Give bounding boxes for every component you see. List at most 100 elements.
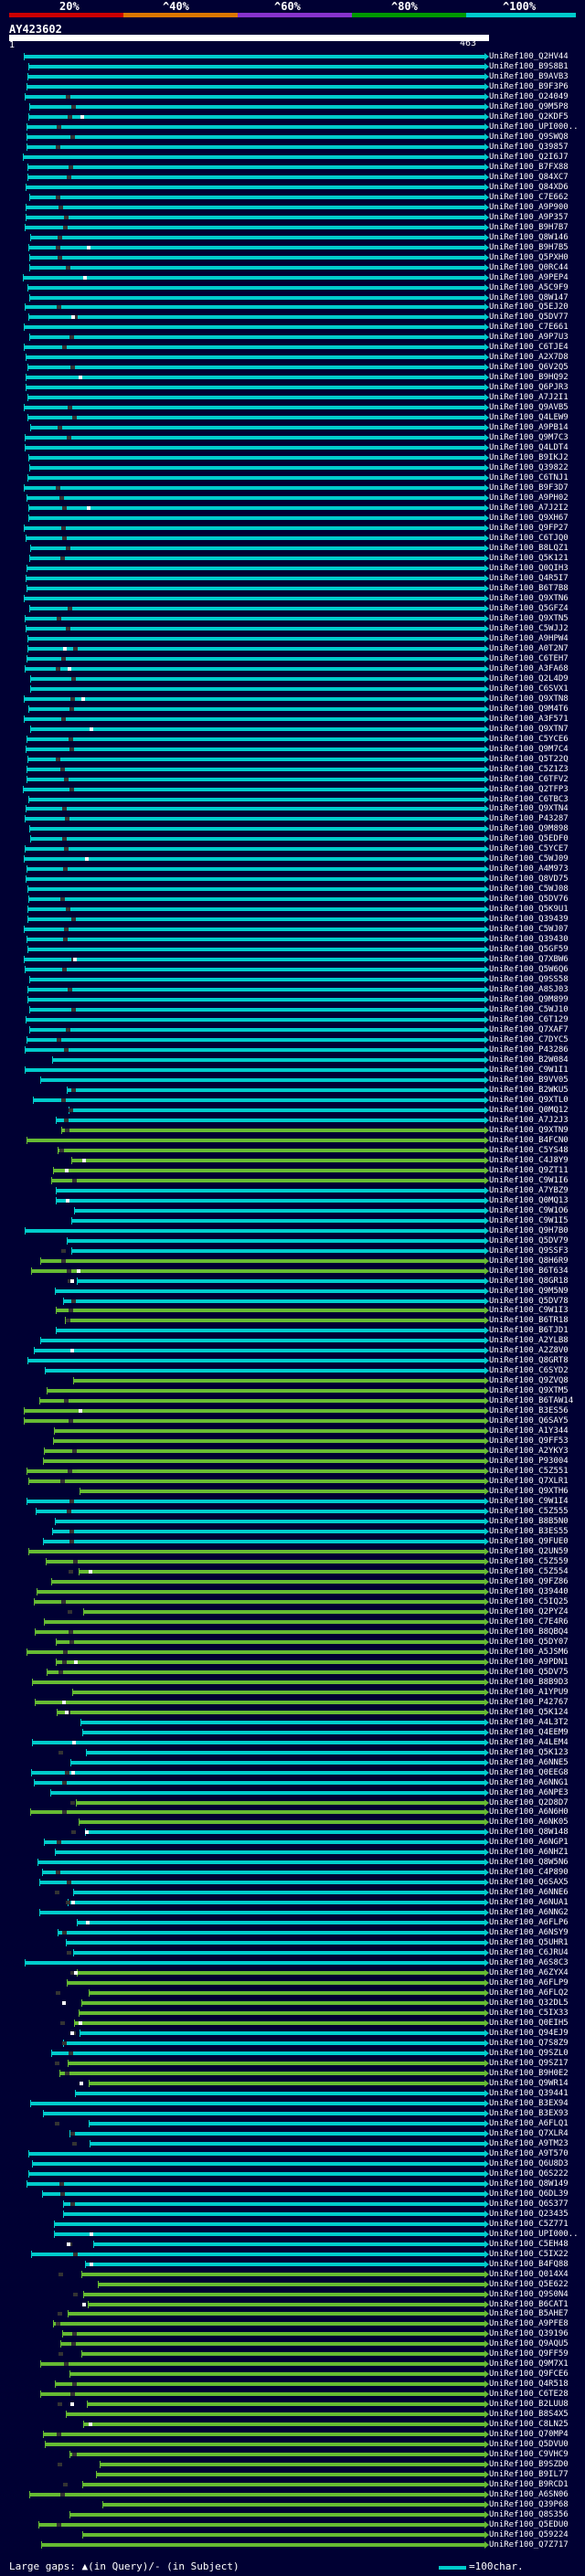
hit-label[interactable]: UniRef100_A6FLQ2 <box>489 1988 569 1998</box>
hit-label[interactable]: UniRef100_Q39439 <box>489 915 569 925</box>
hit-label[interactable]: UniRef100_Q5DV76 <box>489 895 569 905</box>
hit-label[interactable]: UniRef100_B9F3D7 <box>489 483 569 493</box>
hit-label[interactable]: UniRef100_A7YBZ9 <box>489 1185 569 1195</box>
hit-label[interactable]: UniRef100_B9IKJ2 <box>489 453 569 463</box>
hit-label[interactable]: UniRef100_Q8H6R9 <box>489 1256 569 1266</box>
hit-label[interactable]: UniRef100_P42767 <box>489 1697 569 1707</box>
hit-label[interactable]: UniRef100_Q4LEW9 <box>489 413 569 423</box>
hit-label[interactable]: UniRef100_C5Z559 <box>489 1556 569 1566</box>
hit-label[interactable]: UniRef100_B4FCN0 <box>489 1135 569 1145</box>
hit-label[interactable]: UniRef100_C7E661 <box>489 323 569 333</box>
hit-label[interactable]: UniRef100_B4FQ88 <box>489 2259 569 2269</box>
hit-label[interactable]: UniRef100_A9T570 <box>489 2148 569 2158</box>
hit-label[interactable]: UniRef100_A6NNG2 <box>489 1908 569 1918</box>
hit-label[interactable]: UniRef100_Q2HV44 <box>489 52 569 61</box>
hit-label[interactable]: UniRef100_Q9M7C3 <box>489 433 569 443</box>
hit-label[interactable]: UniRef100_A6NGP1 <box>489 1838 569 1848</box>
hit-label[interactable]: UniRef100_Q9H7B0 <box>489 1225 569 1235</box>
hit-label[interactable]: UniRef100_Q39441 <box>489 2088 569 2098</box>
hit-label[interactable]: UniRef100_B9S8B1 <box>489 61 569 71</box>
hit-label[interactable]: UniRef100_B9SZD0 <box>489 2460 569 2470</box>
hit-label[interactable]: UniRef100_C6TE28 <box>489 2390 569 2400</box>
hit-label[interactable]: UniRef100_Q2UN59 <box>489 1547 569 1556</box>
hit-label[interactable]: UniRef100_A5C9F9 <box>489 282 569 292</box>
hit-label[interactable]: UniRef100_C6SVX1 <box>489 684 569 694</box>
hit-label[interactable]: UniRef100_Q8S356 <box>489 2510 569 2520</box>
hit-label[interactable]: UniRef100_C5YCE7 <box>489 844 569 854</box>
hit-label[interactable]: UniRef100_C5IX33 <box>489 2009 569 2019</box>
hit-label[interactable]: UniRef100_B6TR18 <box>489 1316 569 1326</box>
hit-label[interactable]: UniRef100_B9H7B7 <box>489 222 569 232</box>
hit-label[interactable]: UniRef100_Q9M4T6 <box>489 704 569 714</box>
hit-label[interactable]: UniRef100_Q8VD75 <box>489 875 569 885</box>
hit-label[interactable]: UniRef100_Q0MQ13 <box>489 1195 569 1205</box>
hit-label[interactable]: UniRef100_Q39P68 <box>489 2500 569 2510</box>
hit-label[interactable]: UniRef100_C6JRU4 <box>489 1948 569 1958</box>
hit-label[interactable]: UniRef100_A9HPW4 <box>489 633 569 643</box>
hit-label[interactable]: UniRef100_Q9M7X1 <box>489 2359 569 2369</box>
hit-label[interactable]: UniRef100_Q4R518 <box>489 2380 569 2390</box>
hit-label[interactable]: UniRef100_Q6S222 <box>489 2168 569 2178</box>
hit-label[interactable]: UniRef100_Q5W6Q6 <box>489 965 569 975</box>
hit-label[interactable]: UniRef100_Q5DVU0 <box>489 2440 569 2450</box>
hit-label[interactable]: UniRef100_Q5DV79 <box>489 1235 569 1246</box>
hit-label[interactable]: UniRef100_Q9FF59 <box>489 2349 569 2359</box>
hit-label[interactable]: UniRef100_Q5T22Q <box>489 754 569 764</box>
hit-label[interactable]: UniRef100_A1YPU9 <box>489 1687 569 1697</box>
hit-label[interactable]: UniRef100_A7J2I1 <box>489 393 569 403</box>
hit-label[interactable]: UniRef100_C6TNJ1 <box>489 473 569 483</box>
hit-label[interactable]: UniRef100_Q9FUE0 <box>489 1537 569 1547</box>
hit-label[interactable]: UniRef100_B7FX88 <box>489 162 569 172</box>
hit-label[interactable]: UniRef100_Q9M5P8 <box>489 101 569 111</box>
hit-label[interactable]: UniRef100_Q5DV75 <box>489 1667 569 1677</box>
hit-label[interactable]: UniRef100_Q2L4D9 <box>489 673 569 684</box>
hit-label[interactable]: UniRef100_Q32DL5 <box>489 1998 569 2009</box>
hit-label[interactable]: UniRef100_Q5K124 <box>489 1707 569 1717</box>
hit-label[interactable]: UniRef100_A6NSY9 <box>489 1928 569 1938</box>
hit-label[interactable]: UniRef100_Q9SWQ8 <box>489 132 569 142</box>
hit-label[interactable]: UniRef100_Q8W5N6 <box>489 1858 569 1868</box>
hit-label[interactable]: UniRef100_A9P7U3 <box>489 333 569 343</box>
hit-label[interactable]: UniRef100_A2YLB8 <box>489 1336 569 1346</box>
hit-label[interactable]: UniRef100_Q8W147 <box>489 292 569 302</box>
hit-label[interactable]: UniRef100_B2WKU5 <box>489 1085 569 1095</box>
hit-label[interactable]: UniRef100_B6T7B8 <box>489 583 569 593</box>
hit-label[interactable]: UniRef100_A9P900 <box>489 202 569 212</box>
hit-label[interactable]: UniRef100_Q5K123 <box>489 1747 569 1757</box>
hit-label[interactable]: UniRef100_Q4EEM9 <box>489 1727 569 1737</box>
hit-label[interactable]: UniRef100_O24049 <box>489 91 569 101</box>
hit-label[interactable]: UniRef100_A6S8C3 <box>489 1958 569 1968</box>
hit-label[interactable]: UniRef100_Q23435 <box>489 2209 569 2219</box>
hit-label[interactable]: UniRef100_C5WJ08 <box>489 885 569 895</box>
hit-label[interactable]: UniRef100_Q39430 <box>489 935 569 945</box>
hit-label[interactable]: UniRef100_Q39822 <box>489 463 569 473</box>
hit-label[interactable]: UniRef100_Q9SS58 <box>489 975 569 985</box>
hit-label[interactable]: UniRef100_A4M973 <box>489 864 569 875</box>
hit-label[interactable]: UniRef100_Q6U8D3 <box>489 2158 569 2168</box>
hit-label[interactable]: UniRef100_B9VV05 <box>489 1075 569 1085</box>
hit-label[interactable]: UniRef100_A6NNE6 <box>489 1888 569 1898</box>
hit-label[interactable]: UniRef100_Q9XTN9 <box>489 1125 569 1135</box>
hit-label[interactable]: UniRef100_B5AHE7 <box>489 2309 569 2319</box>
hit-label[interactable]: UniRef100_C5IX22 <box>489 2249 569 2259</box>
hit-label[interactable]: UniRef100_Q9FF53 <box>489 1436 569 1447</box>
hit-label[interactable]: UniRef100_B2W084 <box>489 1055 569 1065</box>
hit-label[interactable]: UniRef100_A6N6H0 <box>489 1807 569 1818</box>
hit-label[interactable]: UniRef100_Q9ZT11 <box>489 1165 569 1175</box>
hit-label[interactable]: UniRef100_C6TEH7 <box>489 653 569 663</box>
hit-label[interactable]: UniRef100_A4L3T2 <box>489 1717 569 1727</box>
hit-label[interactable]: UniRef100_B9RCD1 <box>489 2480 569 2490</box>
hit-label[interactable]: UniRef100_Q8W149 <box>489 2178 569 2189</box>
hit-label[interactable]: UniRef100_C8LN25 <box>489 2420 569 2430</box>
hit-label[interactable]: UniRef100_Q9M898 <box>489 824 569 834</box>
hit-label[interactable]: UniRef100_B3EX93 <box>489 2108 569 2118</box>
hit-label[interactable]: UniRef100_B8B5N0 <box>489 1517 569 1527</box>
hit-label[interactable]: UniRef100_Q5EJ20 <box>489 302 569 313</box>
hit-label[interactable]: UniRef100_C7E662 <box>489 192 569 202</box>
hit-label[interactable]: UniRef100_Q5GFZ4 <box>489 603 569 613</box>
hit-label[interactable]: UniRef100_B9H0E2 <box>489 2068 569 2078</box>
hit-label[interactable]: UniRef100_Q9AVB5 <box>489 403 569 413</box>
hit-label[interactable]: UniRef100_Q0EEG8 <box>489 1767 569 1777</box>
hit-label[interactable]: UniRef100_Q014X4 <box>489 2269 569 2279</box>
hit-label[interactable]: UniRef100_A6NNE5 <box>489 1757 569 1767</box>
